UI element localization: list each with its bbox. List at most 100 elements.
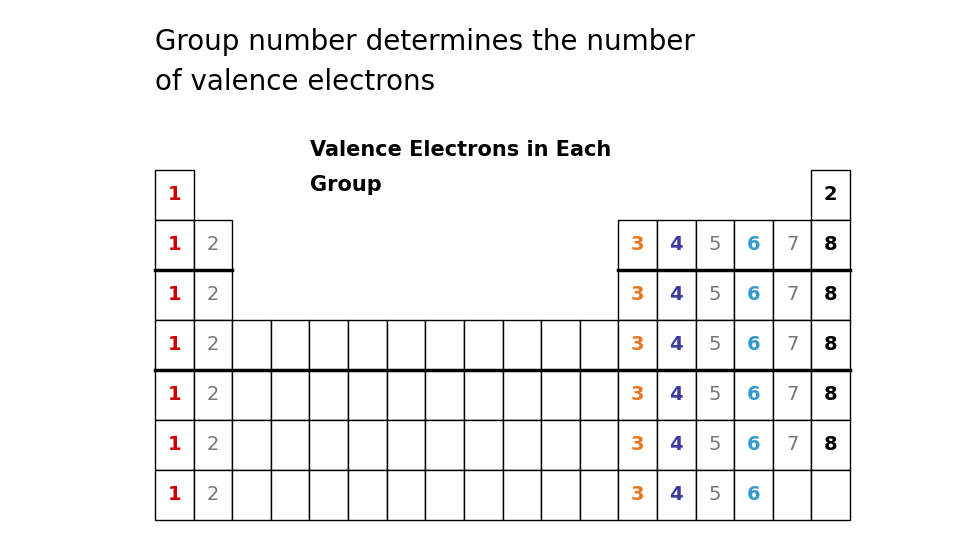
Bar [387, 370, 425, 420]
Text: 2: 2 [206, 485, 219, 504]
Bar [348, 370, 387, 420]
Bar [464, 370, 502, 420]
Bar [811, 270, 850, 320]
Text: 1: 1 [167, 386, 181, 404]
Text: 8: 8 [824, 435, 837, 455]
Bar [734, 320, 773, 370]
Bar [271, 370, 309, 420]
Bar [618, 370, 657, 420]
Bar [618, 320, 657, 370]
Bar [580, 320, 618, 370]
Text: 1: 1 [167, 286, 181, 305]
Text: of valence electrons: of valence electrons [155, 68, 435, 96]
Text: Valence Electrons in Each: Valence Electrons in Each [310, 140, 612, 160]
Text: 4: 4 [669, 386, 684, 404]
Text: 7: 7 [786, 286, 799, 305]
Bar [541, 420, 580, 470]
Text: 6: 6 [747, 235, 760, 254]
Bar [696, 270, 734, 320]
Text: 2: 2 [824, 186, 837, 205]
Bar [194, 370, 232, 420]
Bar [811, 170, 850, 220]
Text: 4: 4 [669, 435, 684, 455]
Bar [387, 470, 425, 520]
Text: 1: 1 [167, 335, 181, 354]
Bar [696, 220, 734, 270]
Bar [502, 470, 541, 520]
Bar [657, 320, 696, 370]
Bar [155, 270, 194, 320]
Text: 5: 5 [708, 335, 721, 354]
Bar [464, 470, 502, 520]
Bar [155, 320, 194, 370]
Bar [696, 370, 734, 420]
Bar [580, 420, 618, 470]
Text: 6: 6 [747, 386, 760, 404]
Text: 3: 3 [631, 286, 644, 305]
Bar [657, 270, 696, 320]
Bar [618, 470, 657, 520]
Bar [387, 320, 425, 370]
Bar [657, 220, 696, 270]
Bar [580, 470, 618, 520]
Text: 4: 4 [669, 485, 684, 504]
Text: 5: 5 [708, 386, 721, 404]
Text: 8: 8 [824, 235, 837, 254]
Bar [232, 370, 271, 420]
Bar [541, 370, 580, 420]
Bar [194, 220, 232, 270]
Bar [734, 270, 773, 320]
Bar [773, 370, 811, 420]
Bar [271, 320, 309, 370]
Text: 5: 5 [708, 435, 721, 455]
Bar [502, 420, 541, 470]
Text: 1: 1 [167, 235, 181, 254]
Text: 2: 2 [206, 435, 219, 455]
Bar [425, 370, 464, 420]
Text: 6: 6 [747, 435, 760, 455]
Text: 8: 8 [824, 286, 837, 305]
Bar [425, 320, 464, 370]
Text: 7: 7 [786, 435, 799, 455]
Bar [425, 420, 464, 470]
Text: 2: 2 [206, 386, 219, 404]
Bar [155, 470, 194, 520]
Bar [773, 270, 811, 320]
Bar [348, 470, 387, 520]
Text: 4: 4 [669, 335, 684, 354]
Text: 7: 7 [786, 386, 799, 404]
Bar [502, 320, 541, 370]
Text: 7: 7 [786, 335, 799, 354]
Bar [696, 470, 734, 520]
Bar [618, 220, 657, 270]
Text: 3: 3 [631, 435, 644, 455]
Bar [773, 220, 811, 270]
Text: 2: 2 [206, 286, 219, 305]
Bar [425, 470, 464, 520]
Bar [696, 420, 734, 470]
Bar [541, 320, 580, 370]
Text: 2: 2 [206, 235, 219, 254]
Bar [194, 470, 232, 520]
Bar [580, 370, 618, 420]
Text: 5: 5 [708, 485, 721, 504]
Bar [309, 320, 348, 370]
Text: 7: 7 [786, 235, 799, 254]
Bar [232, 420, 271, 470]
Bar [773, 470, 811, 520]
Text: 6: 6 [747, 335, 760, 354]
Text: 4: 4 [669, 235, 684, 254]
Bar [348, 320, 387, 370]
Text: 1: 1 [167, 485, 181, 504]
Text: 6: 6 [747, 286, 760, 305]
Bar [309, 470, 348, 520]
Bar [811, 220, 850, 270]
Bar [194, 270, 232, 320]
Text: Group: Group [310, 175, 382, 195]
Text: 1: 1 [167, 435, 181, 455]
Bar [811, 470, 850, 520]
Text: 2: 2 [206, 335, 219, 354]
Bar [657, 420, 696, 470]
Text: 1: 1 [167, 186, 181, 205]
Bar [155, 370, 194, 420]
